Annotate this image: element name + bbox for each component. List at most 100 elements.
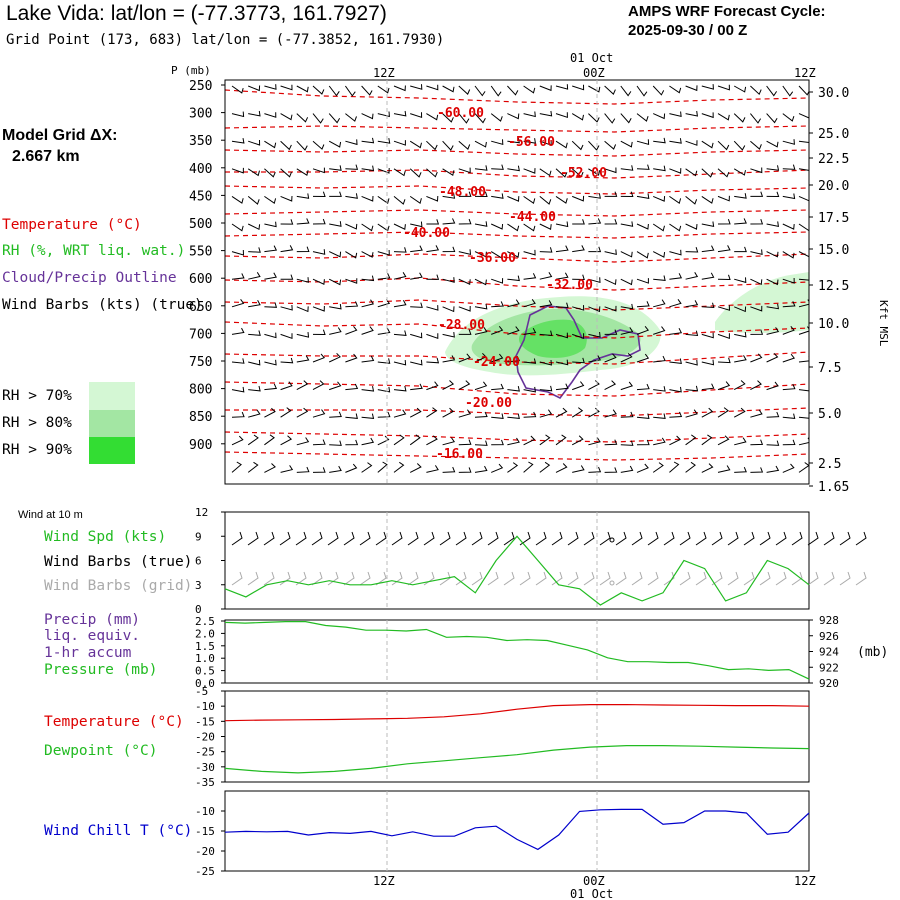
wind-barb — [636, 113, 649, 122]
wind-barb — [474, 191, 488, 198]
wind-barb — [491, 463, 504, 473]
wind-barb — [409, 407, 422, 418]
wind-barb — [409, 140, 422, 149]
wind-barb — [231, 138, 245, 144]
wind-barb-10m — [759, 531, 771, 546]
wind-barb-10m — [855, 531, 867, 546]
wind-barb — [442, 85, 455, 93]
wind-barb — [685, 272, 699, 280]
wind-barb — [345, 383, 359, 391]
wind-barb — [426, 245, 440, 253]
wind-barb-10m — [663, 531, 675, 546]
temperature-contour-label: -48.00 — [439, 185, 486, 200]
wind-barb — [539, 409, 553, 418]
wind-barb — [442, 380, 455, 391]
wind-barb — [685, 247, 699, 253]
temperature-contour-label: -52.00 — [560, 166, 607, 181]
wind10m-title: Wind at 10 m — [18, 509, 83, 521]
wind-barb — [782, 85, 794, 97]
wind-barb — [652, 223, 665, 232]
legend-wind-barbs-grid: Wind Barbs (grid) — [44, 578, 193, 594]
wind-barb — [636, 85, 648, 97]
page-title: Lake Vida: lat/lon = (-77.3773, 161.7927… — [6, 2, 387, 25]
wind-barb — [620, 381, 634, 391]
wind-barb — [750, 409, 763, 418]
wind-barb — [653, 165, 666, 172]
wind-barb — [701, 359, 715, 366]
wind-barb — [442, 277, 455, 283]
wind-barb-10m — [327, 531, 339, 546]
wind-barb — [280, 113, 293, 121]
wind-barb — [733, 407, 746, 418]
wind-barb — [798, 195, 809, 202]
wind-barb — [620, 327, 634, 335]
wind-barb — [280, 465, 294, 473]
wind-barb — [734, 306, 747, 313]
wind-barb — [264, 112, 277, 118]
wind-barb — [248, 85, 261, 92]
wind-barb — [717, 465, 731, 473]
wind-barb — [458, 380, 471, 391]
wind-barb — [490, 85, 502, 97]
pressure-tick-label: 920 — [819, 677, 839, 690]
wind-barb — [345, 353, 358, 363]
temperature-contour — [225, 299, 809, 311]
precip-tick-label: 2.5 — [195, 615, 215, 628]
wind-barb — [653, 355, 666, 363]
wind-barb — [669, 411, 683, 418]
wind-barb — [620, 165, 634, 171]
wind-barb — [361, 437, 375, 446]
wind-barb — [377, 111, 390, 118]
pressure-tick-label: 400 — [189, 162, 212, 177]
wind-barb — [782, 193, 796, 200]
wind-speed-line — [224, 535, 810, 606]
wind-barb — [620, 191, 634, 198]
precip-tick-label: 1.5 — [195, 640, 215, 653]
legend-temperature: Temperature (°C) — [2, 217, 142, 233]
wind-barb — [523, 273, 537, 280]
wind-barb — [328, 113, 341, 124]
wind-barb — [636, 139, 650, 145]
wind-barb — [474, 327, 488, 335]
wind-barb — [264, 463, 276, 473]
legend-rh90-label: RH > 90% — [2, 442, 72, 458]
wind-barb — [620, 411, 634, 418]
wind-barb — [733, 140, 746, 151]
wind-barb — [474, 411, 488, 418]
temperature-contour — [225, 185, 809, 195]
wind-barb — [393, 385, 407, 392]
pressure-tick-label: 800 — [189, 383, 212, 398]
wind-barb — [766, 251, 779, 258]
temperature-contour-label: -16.00 — [436, 447, 483, 462]
height-tick-label: 2.5 — [818, 457, 841, 472]
wind-barb-10m-grid — [519, 571, 531, 586]
temperature-contour-label: -40.00 — [403, 226, 450, 241]
wind-speed-tick-label: 9 — [195, 530, 202, 543]
wind-barb — [231, 358, 245, 364]
wind-barb — [523, 411, 537, 418]
wind-barb — [539, 223, 552, 230]
wind-barb — [393, 223, 406, 230]
wind-barb — [717, 435, 730, 446]
wind-barb — [734, 193, 747, 199]
wind-barb — [264, 332, 277, 339]
wind-barb — [750, 380, 762, 391]
wind-barb — [312, 278, 325, 285]
wind-barb — [669, 386, 682, 393]
legend-pressure: Pressure (mb) — [44, 662, 158, 678]
wind-barb — [393, 330, 407, 336]
wind-barb — [652, 251, 666, 258]
wind-barb — [507, 137, 520, 144]
wind-barb — [345, 413, 358, 419]
wind-barb — [442, 437, 456, 446]
wind-barb — [669, 168, 682, 174]
temperature-contour — [225, 351, 809, 365]
wind-barb-10m-grid — [583, 571, 595, 586]
temperature-tick-label: -35 — [195, 776, 215, 789]
wind-barb — [491, 193, 504, 199]
wind-barb — [474, 303, 488, 310]
wind-barb — [248, 409, 261, 418]
wind-barb — [442, 466, 456, 473]
wind-barb — [280, 381, 293, 391]
height-tick-label: 12.5 — [818, 279, 849, 294]
